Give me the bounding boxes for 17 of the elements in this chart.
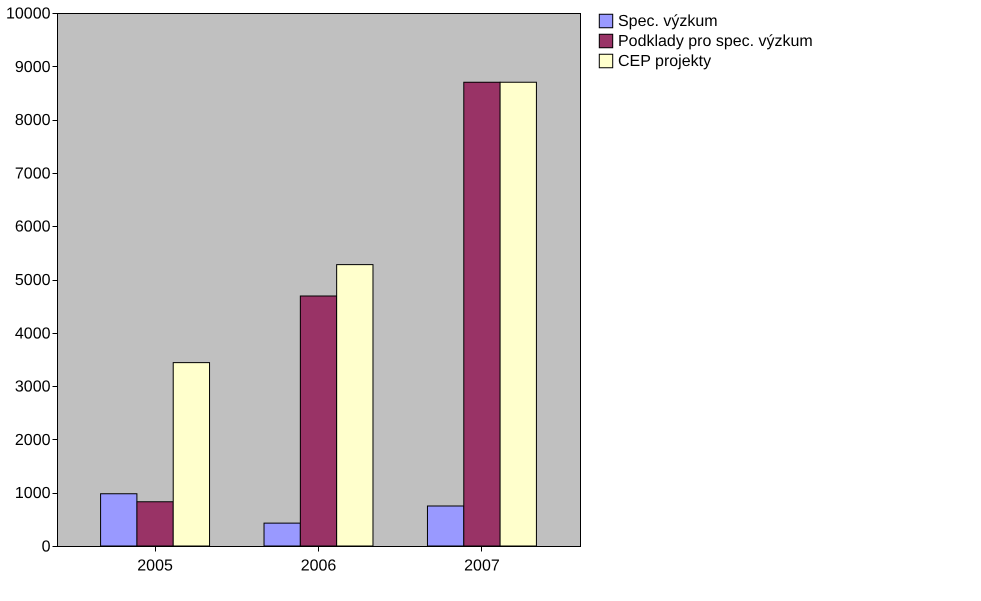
- x-tick-label: 2006: [300, 558, 336, 574]
- y-tick-label: 5000: [14, 272, 51, 289]
- y-tick-label: 6000: [14, 218, 51, 236]
- x-tick-label: 2005: [137, 558, 173, 574]
- legend-label: Spec. výzkum: [618, 13, 718, 30]
- y-tick-label: 8000: [14, 112, 51, 130]
- legend-label: Podklady pro spec. výzkum: [618, 33, 813, 50]
- legend-label: CEP projekty: [618, 53, 712, 70]
- y-tick-label: 2000: [14, 432, 51, 449]
- y-tick-label: 7000: [14, 165, 51, 182]
- y-tick-label: 10000: [6, 6, 51, 22]
- y-tick-label: 1000: [14, 485, 51, 502]
- y-tick-label: 4000: [14, 325, 51, 342]
- x-tick-label: 2007: [464, 558, 500, 574]
- y-tick-label: 0: [42, 538, 51, 556]
- y-tick-label: 3000: [14, 378, 51, 396]
- y-tick-label: 9000: [14, 58, 51, 76]
